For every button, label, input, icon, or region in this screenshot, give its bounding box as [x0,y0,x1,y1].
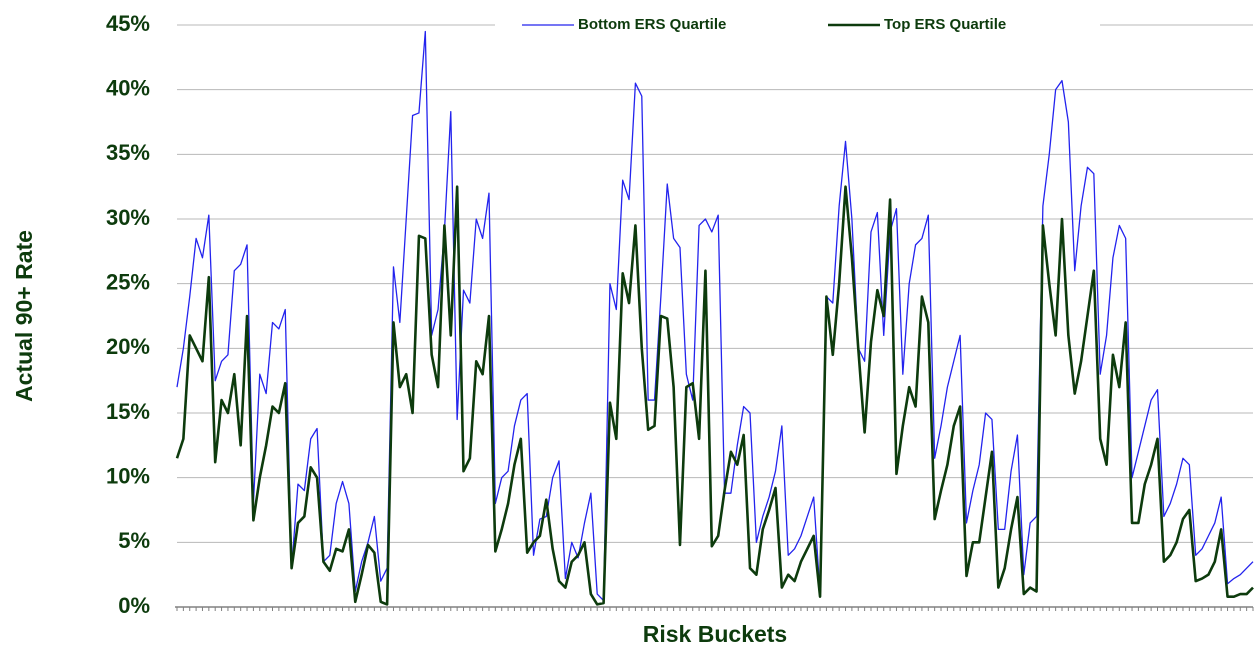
series-line [175,185,1254,606]
y-tick-label: 30% [106,205,150,230]
x-axis-title: Risk Buckets [643,621,787,647]
legend-box [495,8,1100,44]
y-tick-label: 45% [106,11,150,36]
y-tick-label: 35% [106,140,150,165]
y-tick-label: 10% [106,463,150,488]
series-line [176,30,1254,602]
legend-label: Bottom ERS Quartile [578,16,726,33]
y-tick-label: 25% [106,269,150,294]
y-tick-label: 5% [118,528,150,553]
y-axis-title: Actual 90+ Rate [11,230,37,402]
y-tick-label: 15% [106,399,150,424]
legend-label: Top ERS Quartile [884,16,1006,33]
y-tick-label: 20% [106,334,150,359]
y-tick-label: 40% [106,75,150,100]
y-tick-label: 0% [118,593,150,618]
